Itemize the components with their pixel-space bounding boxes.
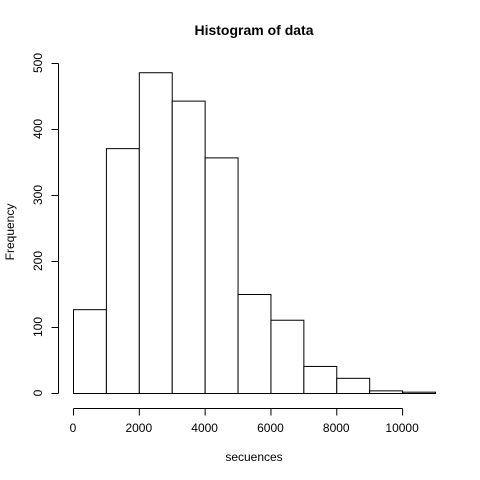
- x-axis-label: secuences: [225, 450, 282, 464]
- x-tick-label: 2000: [125, 421, 152, 435]
- y-axis: 0 100 200 300 400 500: [31, 53, 59, 396]
- histogram-bar-10: [369, 390, 404, 394]
- x-tick-label: 8000: [323, 421, 350, 435]
- x-tick-label: 10000: [385, 421, 419, 435]
- y-tick-label: 100: [31, 317, 45, 337]
- histogram-bar-4: [171, 100, 206, 395]
- y-tick-label: 0: [31, 389, 45, 396]
- y-tick-label: 300: [31, 185, 45, 205]
- x-axis: 0 2000 4000 6000 8000 10000: [70, 408, 419, 435]
- x-tick-label: 6000: [257, 421, 284, 435]
- y-tick-label: 200: [31, 251, 45, 271]
- chart-title: Histogram of data: [194, 22, 313, 38]
- y-tick-label: 400: [31, 119, 45, 139]
- histogram-bar-9: [336, 377, 371, 395]
- histogram-bar-2: [105, 148, 140, 394]
- x-tick-label: 0: [70, 421, 77, 435]
- histogram-bar-3: [138, 72, 173, 395]
- y-tick-label: 500: [31, 53, 45, 73]
- bars-group: [73, 72, 437, 395]
- histogram-bar-8: [303, 365, 338, 395]
- histogram-bar-11: [402, 391, 437, 394]
- x-tick-label: 4000: [191, 421, 218, 435]
- histogram-bar-5: [204, 157, 239, 394]
- y-axis-label: Frequency: [3, 204, 17, 261]
- histogram-bar-1: [73, 309, 107, 394]
- histogram-bar-7: [270, 319, 305, 394]
- histogram-bar-6: [237, 294, 272, 394]
